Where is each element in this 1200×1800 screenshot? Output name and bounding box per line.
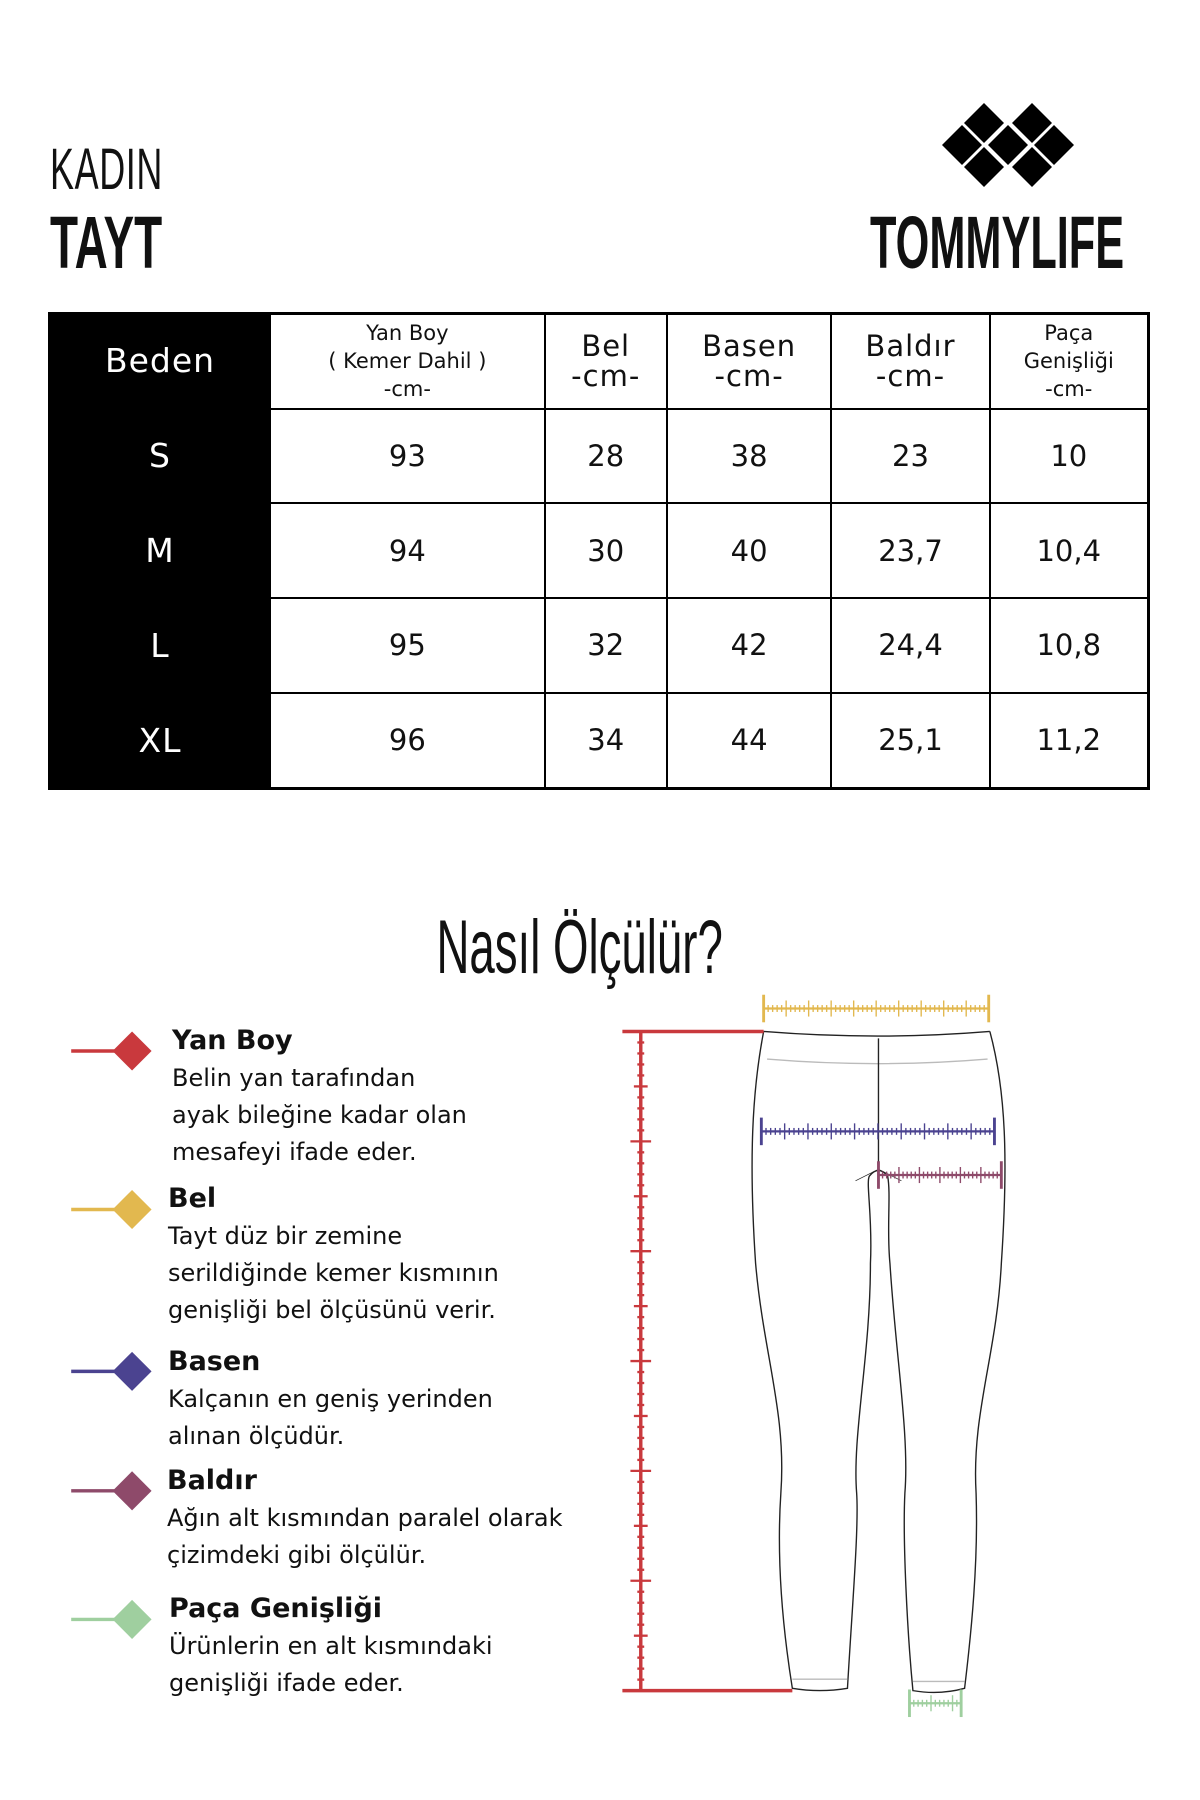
value-cell: 28	[543, 407, 668, 505]
size-cell: XL	[48, 691, 271, 790]
diamond-marker-icon	[112, 1189, 152, 1229]
bel-ruler	[762, 994, 991, 1023]
legend-title: Basen	[168, 1346, 261, 1377]
brand-name: TOMMYLIFE	[870, 201, 1125, 284]
legend-item-yan-boy: Yan Boy Belin yan tarafından ayak bileğine…	[172, 1024, 467, 1171]
value-cell: 30	[543, 502, 668, 599]
col-header-line: Bel	[581, 329, 631, 364]
legend-line: Belin yan tarafından	[172, 1064, 416, 1092]
value-cell: 38	[665, 407, 833, 505]
col-header-line: -cm-	[383, 377, 431, 402]
legend-title: Yan Boy	[172, 1025, 293, 1056]
value-cell: 44	[665, 691, 833, 790]
col-header-line: Paça	[1044, 321, 1094, 346]
legend-text: Ağın alt kısmından paralel olarak çizimde…	[167, 1500, 562, 1574]
value-cell: 94	[269, 502, 546, 599]
value-cell: 11,2	[988, 691, 1150, 790]
legend-title: Baldır	[167, 1465, 257, 1496]
size-cell: S	[48, 407, 271, 505]
table-row: S 93 28 38 23 10	[48, 407, 1150, 505]
guide-title: Nasıl Ölçülür?	[436, 905, 724, 990]
col-header-line: Baldır	[865, 329, 956, 364]
col-header-line: ( Kemer Dahil )	[328, 349, 487, 374]
col-header-paca: Paça Genişliği -cm-	[988, 312, 1150, 410]
value-cell: 42	[665, 596, 833, 694]
legend-title: Bel	[168, 1183, 217, 1214]
paca-ruler	[908, 1689, 963, 1718]
value-cell: 10,4	[988, 502, 1150, 599]
col-header-line: Genişliği	[1023, 349, 1114, 374]
legend-item-bel: Bel Tayt düz bir zemine serildiğinde kemer…	[168, 1182, 499, 1329]
legend-text: Belin yan tarafından ayak bileğine kadar …	[172, 1060, 467, 1171]
value-cell: 93	[269, 407, 546, 505]
col-header-bel: Bel -cm-	[543, 312, 668, 410]
table-row: XL 96 34 44 25,1 11,2	[48, 691, 1150, 790]
value-cell: 34	[543, 691, 668, 790]
legend-item-baldir: Baldır Ağın alt kısmından paralel olarak ç…	[167, 1464, 562, 1574]
value-cell: 10	[988, 407, 1150, 505]
legend-line: Kalçanın en geniş yerinden	[168, 1385, 493, 1413]
yan-boy-ruler	[622, 1029, 793, 1693]
value-cell: 23	[830, 407, 991, 505]
table-header-row: Beden Yan Boy( Kemer Dahil ) -cm- Bel -cm-…	[48, 312, 1150, 410]
legend-line: ayak bileğine kadar olan	[172, 1101, 467, 1129]
value-cell: 10,8	[988, 596, 1150, 694]
col-header-line: Yan Boy	[366, 321, 449, 346]
legend-line: serildiğinde kemer kısmının	[168, 1259, 499, 1287]
col-header-line: -cm-	[1045, 377, 1093, 402]
legend-line: Ağın alt kısmından paralel olarak	[167, 1504, 563, 1532]
legend-line: genişliği ifade eder.	[169, 1669, 404, 1697]
legend-line: çizimdeki gibi ölçülür.	[167, 1541, 427, 1569]
col-header-line: -cm-	[571, 359, 641, 394]
legend-item-basen: Basen Kalçanın en geniş yerinden alınan öl…	[168, 1345, 493, 1455]
col-header-basen: Basen -cm-	[665, 312, 833, 410]
table-row: M 94 30 40 23,7 10,4	[48, 502, 1150, 599]
size-cell: L	[48, 596, 271, 694]
product-title: TAYT	[50, 201, 163, 284]
leggings-outline-icon	[751, 1030, 1006, 1694]
col-header-yan-boy: Yan Boy ( Kemer Dahil ) -cm-	[269, 312, 546, 410]
col-header-baldir: Baldır -cm-	[830, 312, 991, 410]
guide-title-wrap: Nasıl Ölçülür?	[0, 904, 1160, 991]
diamond-marker-icon	[112, 1599, 152, 1639]
category-label: KADIN	[50, 137, 164, 202]
diamond-marker-icon	[112, 1031, 152, 1071]
size-table: Beden Yan Boy( Kemer Dahil ) -cm- Bel -cm-…	[48, 312, 1150, 790]
size-cell: M	[48, 502, 271, 599]
baldir-ruler	[877, 1161, 1003, 1189]
legend-line: mesafeyi ifade eder.	[172, 1138, 417, 1166]
legend-markers	[71, 1031, 152, 1639]
col-header-line: -cm-	[875, 359, 946, 394]
legend-text: Ürünlerin en alt kısmındaki genişliği ifa…	[169, 1628, 493, 1702]
table-row: L 95 32 42 24,4 10,8	[48, 596, 1150, 694]
legend-text: Tayt düz bir zemine serildiğinde kemer kı…	[168, 1218, 499, 1329]
col-header-line: Basen	[702, 329, 797, 364]
value-cell: 24,4	[830, 596, 991, 694]
measurement-rulers	[622, 994, 1003, 1718]
value-cell: 23,7	[830, 502, 991, 599]
legend-line: alınan ölçüdür.	[168, 1422, 345, 1450]
diamond-marker-icon	[112, 1471, 152, 1511]
value-cell: 40	[665, 502, 833, 599]
value-cell: 96	[269, 691, 546, 790]
value-cell: 95	[269, 596, 546, 694]
legend-line: genişliği bel ölçüsünü verir.	[168, 1296, 496, 1324]
size-header: Beden	[48, 312, 271, 410]
diamond-marker-icon	[112, 1351, 152, 1391]
legend-item-paca: Paça Genişliği Ürünlerin en alt kısmındak…	[169, 1592, 493, 1702]
col-header-line: -cm-	[714, 359, 784, 394]
legend-line: Ürünlerin en alt kısmındaki	[169, 1632, 493, 1660]
brand-logo-icon	[942, 103, 1074, 187]
basen-ruler	[759, 1117, 996, 1146]
value-cell: 32	[543, 596, 668, 694]
value-cell: 25,1	[830, 691, 991, 790]
legend-line: Tayt düz bir zemine	[168, 1222, 403, 1250]
legend-title: Paça Genişliği	[169, 1593, 383, 1624]
legend-text: Kalçanın en geniş yerinden alınan ölçüdür…	[168, 1381, 493, 1455]
